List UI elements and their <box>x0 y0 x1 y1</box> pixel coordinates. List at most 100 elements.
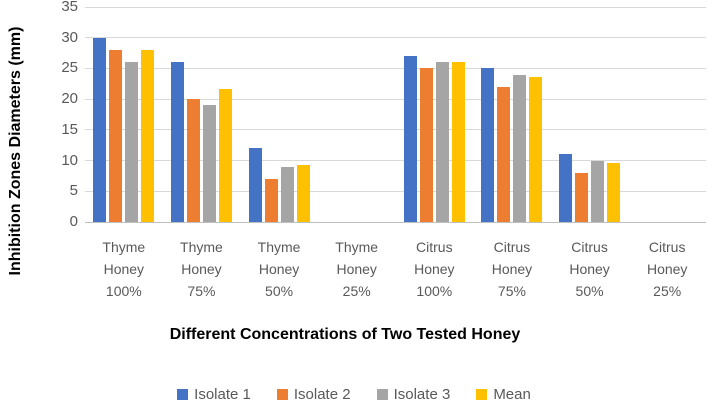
x-label-line: 75% <box>497 283 526 299</box>
bar-mean-thyme-honey-50 <box>296 164 310 222</box>
x-axis-title: Different Concentrations of Two Tested H… <box>169 326 521 343</box>
y-tick-label-5: 5 <box>69 182 78 200</box>
legend-item-mean: Mean <box>476 386 531 403</box>
bar-group-thyme-honey-25 <box>318 7 396 222</box>
x-label-line: Thyme <box>102 239 146 255</box>
bar-isolate-2-citrus-honey-100 <box>419 68 433 222</box>
x-label-line: Honey <box>336 261 377 277</box>
x-label-thyme-honey-100: Thyme Honey 100% <box>85 236 163 302</box>
bar-isolate-1-citrus-honey-50 <box>559 154 573 222</box>
x-label-line: Honey <box>103 261 145 277</box>
x-label-line: Honey <box>258 261 300 277</box>
y-tick-label-15: 15 <box>61 120 78 138</box>
bar-group-thyme-honey-100 <box>85 7 163 222</box>
bar-mean-thyme-honey-75 <box>218 88 232 222</box>
bar-mean-citrus-honey-75 <box>529 76 543 222</box>
x-label-thyme-honey-75: Thyme Honey 75% <box>163 236 241 302</box>
x-label-line: Citrus <box>416 239 453 255</box>
bar-isolate-2-citrus-honey-75 <box>497 86 511 222</box>
legend-swatch-isolate-1 <box>177 389 189 400</box>
bar-isolate-1-citrus-honey-75 <box>481 68 495 222</box>
x-label-line: 100% <box>105 283 142 299</box>
bar-mean-citrus-honey-50 <box>607 162 621 222</box>
x-label-line: Thyme <box>257 239 301 255</box>
x-label-line: Thyme <box>335 239 379 255</box>
gridlines <box>85 6 706 223</box>
x-label-citrus-honey-50: Citrus Honey 50% <box>551 236 629 302</box>
x-label-line: 100% <box>416 283 453 299</box>
bar-group-citrus-honey-100 <box>396 7 474 222</box>
bar-isolate-1-citrus-honey-100 <box>403 56 417 222</box>
x-label-line: Honey <box>646 261 688 277</box>
y-tick-label-0: 0 <box>69 213 78 230</box>
legend-swatch-mean <box>476 389 488 400</box>
x-axis-line <box>85 221 706 223</box>
gridline-y15 <box>85 129 706 131</box>
bar-isolate-1-thyme-honey-100 <box>93 37 107 222</box>
bar-isolate-1-thyme-honey-50 <box>248 148 262 222</box>
bar-mean-thyme-honey-100 <box>141 50 155 222</box>
x-axis-category-labels: Thyme Honey 100% Thyme Honey 75% Thyme Honey 50%… <box>85 236 706 302</box>
x-label-line: Citrus <box>493 239 531 255</box>
gridline-y20 <box>85 98 706 100</box>
legend-label: Mean <box>493 386 531 403</box>
y-axis-tick-labels: 0 5 10 15 20 25 30 35 <box>40 0 78 230</box>
bar-isolate-2-thyme-honey-100 <box>109 50 123 222</box>
bar-mean-citrus-honey-100 <box>451 62 465 222</box>
legend-item-isolate-3: Isolate 3 <box>376 386 451 403</box>
bar-isolate-3-citrus-honey-100 <box>435 62 449 222</box>
x-label-citrus-honey-25: Citrus Honey 25% <box>628 236 706 302</box>
legend: Isolate 1 Isolate 2 Isolate 3 Mean <box>0 386 708 403</box>
x-label-line: Honey <box>181 261 222 277</box>
gridline-y25 <box>85 67 706 69</box>
x-label-line: 50% <box>575 283 604 299</box>
gridline-y10 <box>85 160 706 162</box>
x-label-line: Citrus <box>571 239 608 255</box>
legend-item-isolate-1: Isolate 1 <box>177 386 251 403</box>
y-tick-label-25: 25 <box>61 59 78 77</box>
bar-group-citrus-honey-75 <box>473 7 551 222</box>
legend-label: Isolate 1 <box>194 386 251 403</box>
x-label-line: 25% <box>342 283 371 299</box>
y-tick-label-20: 20 <box>61 90 78 108</box>
gridline-y30 <box>85 37 706 39</box>
x-label-line: Honey <box>569 261 610 277</box>
x-label-citrus-honey-75: Citrus Honey 75% <box>473 236 551 302</box>
bar-group-citrus-honey-50 <box>551 7 629 222</box>
x-label-line: Thyme <box>180 239 223 255</box>
legend-item-isolate-2: Isolate 2 <box>276 386 351 403</box>
legend-swatch-isolate-2 <box>276 389 288 400</box>
bar-group-thyme-honey-75 <box>163 7 241 222</box>
gridline-y5 <box>85 190 706 192</box>
bar-isolate-3-thyme-honey-75 <box>202 105 216 222</box>
x-label-thyme-honey-50: Thyme Honey 50% <box>240 236 318 302</box>
bar-isolate-2-thyme-honey-50 <box>264 179 278 222</box>
x-label-line: Citrus <box>648 239 686 255</box>
x-label-line: 75% <box>187 283 216 299</box>
bar-isolate-3-citrus-honey-50 <box>591 160 605 222</box>
bar-isolate-3-thyme-honey-50 <box>280 166 294 222</box>
x-label-line: 25% <box>653 283 682 299</box>
y-tick-label-30: 30 <box>61 28 78 46</box>
y-tick-label-35: 35 <box>61 0 78 15</box>
plot-area <box>85 6 706 223</box>
bar-isolate-1-thyme-honey-75 <box>170 62 184 222</box>
y-tick-label-10: 10 <box>61 151 78 169</box>
bar-isolate-2-citrus-honey-50 <box>575 172 589 222</box>
bar-groups <box>85 7 706 222</box>
x-label-line: 50% <box>265 283 294 299</box>
bar-group-citrus-honey-25 <box>628 7 706 222</box>
x-label-line: Honey <box>414 261 455 277</box>
bar-group-thyme-honey-50 <box>240 7 318 222</box>
bar-isolate-3-thyme-honey-100 <box>125 62 139 222</box>
x-label-thyme-honey-25: Thyme Honey 25% <box>318 236 396 302</box>
y-axis-title: Inhibition Zones Diameters (mm) <box>7 26 24 276</box>
bar-isolate-3-citrus-honey-75 <box>513 74 527 222</box>
bar-isolate-2-thyme-honey-75 <box>186 99 200 222</box>
legend-label: Isolate 3 <box>393 386 451 403</box>
legend-swatch-isolate-3 <box>376 389 388 400</box>
x-label-line: Honey <box>491 261 533 277</box>
legend-label: Isolate 2 <box>293 386 351 403</box>
gridline-y35 <box>85 6 706 8</box>
